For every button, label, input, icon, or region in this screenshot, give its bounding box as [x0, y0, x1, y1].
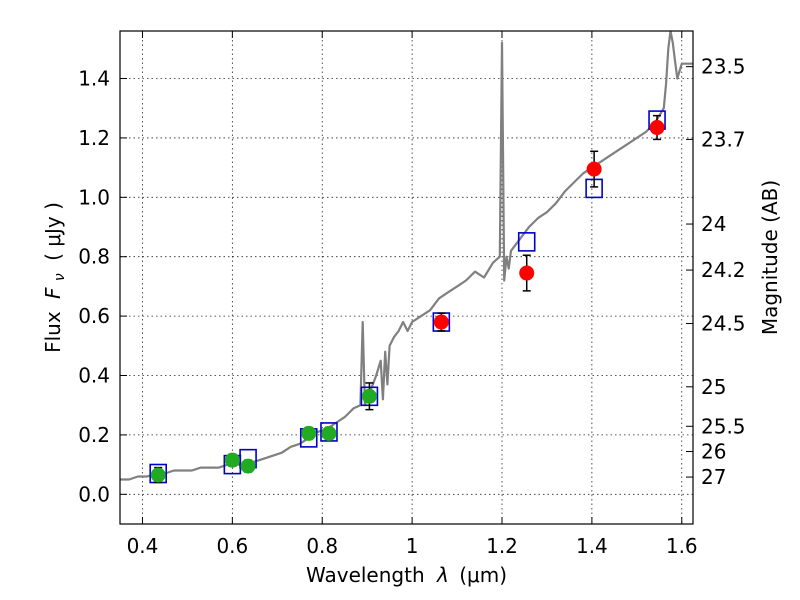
- nir-detection-point: [433, 314, 449, 330]
- x-axis-title: Wavelength λ (μm): [306, 563, 507, 587]
- nir-detection-point: [649, 120, 665, 136]
- x-tick-label: 0.8: [306, 534, 338, 558]
- model-photometry-square: [517, 232, 536, 252]
- y2-tick-label: 24.2: [701, 258, 746, 282]
- optical-detection-point: [361, 388, 377, 404]
- y2-tick-label: 25: [701, 375, 726, 399]
- tick-layer: 0.4 0.6 0.8 1 1.2 1.4 1.6 0.0 0.2 0.4 0.6 0.8 1.0 1.2…: [78, 31, 746, 558]
- x-tick-label: 0.6: [216, 534, 248, 558]
- y2-tick-label: 27: [701, 465, 726, 489]
- y2-tick-label: 25.5: [701, 414, 746, 438]
- y-tick-label: 0.8: [78, 245, 110, 269]
- optical-detection-point: [240, 458, 256, 474]
- y-tick-label: 0.4: [78, 364, 110, 388]
- plot-layer: [120, 31, 693, 484]
- optical-detection-point: [150, 467, 166, 483]
- plot-frame: [119, 30, 694, 525]
- y-tick-label: 1.4: [78, 67, 110, 91]
- optical-detection-point: [224, 452, 240, 468]
- y-tick-label: 1.2: [78, 126, 110, 150]
- optical-detection-point: [301, 425, 317, 441]
- grid-layer: [120, 31, 693, 524]
- x-tick-label: 0.4: [127, 534, 159, 558]
- nir-detection-point: [586, 161, 602, 177]
- y-tick-label: 0.0: [78, 482, 110, 506]
- y2-tick-label: 23.7: [701, 127, 746, 151]
- nir-detection-point: [519, 265, 535, 281]
- y-tick-label: 0.6: [78, 304, 110, 328]
- x-tick-label: 1.2: [486, 534, 518, 558]
- y2-tick-label: 24.5: [701, 312, 746, 336]
- y2-axis-title: Magnitude (AB): [758, 180, 782, 335]
- y2-tick-label: 26: [701, 440, 726, 464]
- optical-detection-point: [321, 425, 337, 441]
- y-tick-label: 0.2: [78, 423, 110, 447]
- y-tick-label: 1.0: [78, 185, 110, 209]
- sed-model-line: [120, 31, 693, 481]
- x-tick-label: 1: [406, 534, 419, 558]
- y-axis-title: Flux F ν ( μJy ): [41, 202, 69, 353]
- y2-tick-label: 23.5: [701, 55, 746, 79]
- model-photometry-square: [320, 422, 338, 442]
- x-tick-label: 1.4: [576, 534, 608, 558]
- x-tick-label: 1.6: [666, 534, 698, 558]
- y2-tick-label: 24: [701, 212, 726, 236]
